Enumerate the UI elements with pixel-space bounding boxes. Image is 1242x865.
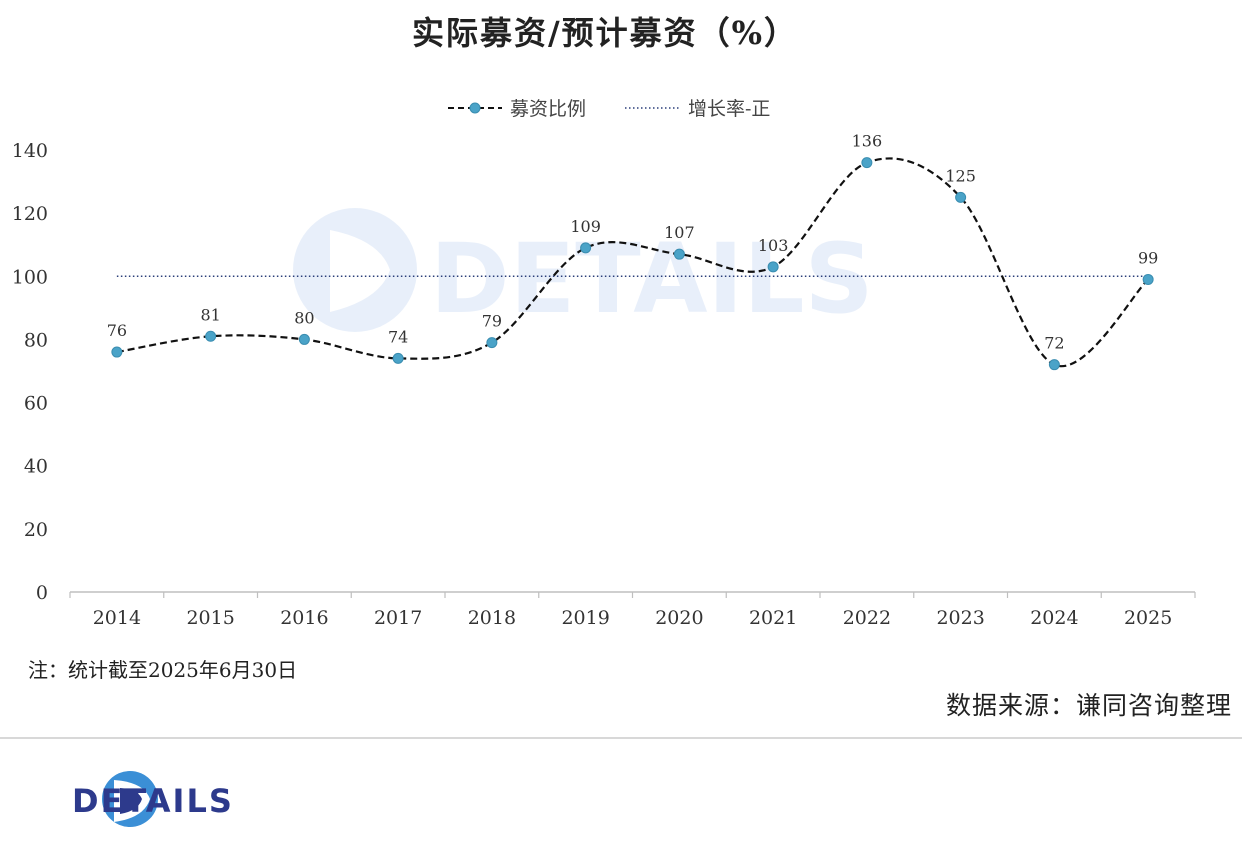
chart-title: 实际募资/预计募资（%）	[411, 14, 799, 52]
x-tick-label: 2019	[561, 607, 609, 629]
marker-layer	[111, 157, 1154, 371]
y-tick-label: 0	[36, 582, 48, 604]
divider	[0, 737, 1242, 739]
data-label: 74	[388, 327, 408, 346]
data-label: 107	[664, 223, 695, 242]
data-label: 80	[294, 308, 314, 327]
logo-text: DETAILS	[72, 782, 234, 820]
x-tick-label: 2014	[93, 607, 141, 629]
footnote: 注：统计截至2025年6月30日	[28, 658, 298, 682]
data-point	[767, 261, 779, 273]
x-tick-label: 2017	[374, 607, 422, 629]
data-label: 76	[107, 321, 127, 340]
legend-series-marker	[469, 102, 481, 114]
data-point	[580, 242, 592, 254]
y-tick-label: 60	[24, 393, 48, 415]
x-axis: 2014 2015 2016 2017 2018 2019 2020 2021 2022 2023…	[69, 591, 1196, 629]
legend-series-label: 募资比例	[510, 98, 586, 120]
data-label: 103	[758, 236, 789, 255]
legend-reference-label: 增长率-正	[688, 98, 770, 120]
data-label: 81	[200, 305, 220, 324]
y-tick-label: 40	[24, 456, 48, 478]
data-label: 99	[1138, 248, 1158, 267]
data-point	[298, 333, 310, 345]
data-point	[486, 337, 498, 349]
x-tick-label: 2023	[936, 607, 984, 629]
y-tick-label: 100	[12, 266, 48, 288]
data-point	[673, 248, 685, 260]
data-label: 109	[570, 217, 601, 236]
y-tick-label: 140	[12, 140, 48, 162]
y-tick-label: 20	[24, 519, 48, 541]
x-tick-label: 2025	[1124, 607, 1172, 629]
line-chart: DETAILS 募资比例 增长率-正 0 20 40 60 80 100 120 140 20…	[12, 98, 1196, 629]
x-tick-label: 2022	[843, 607, 891, 629]
watermark-text: DETAILS	[430, 223, 874, 335]
data-label: 125	[945, 166, 976, 185]
watermark: DETAILS	[293, 208, 874, 335]
data-point	[1048, 359, 1060, 371]
x-tick-label: 2021	[749, 607, 797, 629]
legend: 募资比例 增长率-正	[448, 98, 770, 120]
x-tick-label: 2024	[1030, 607, 1078, 629]
data-point	[111, 346, 123, 358]
data-label: 136	[852, 132, 883, 151]
x-tick-label: 2016	[280, 607, 328, 629]
y-tick-label: 120	[12, 203, 48, 225]
data-point	[205, 330, 217, 342]
x-tick-label: 2018	[468, 607, 516, 629]
details-logo-icon	[102, 771, 158, 827]
data-point	[861, 157, 873, 169]
x-tick-label: 2020	[655, 607, 703, 629]
y-tick-label: 80	[24, 329, 48, 351]
source-note: 数据来源：谦同咨询整理	[945, 691, 1232, 720]
y-axis: 0 20 40 60 80 100 120 140	[12, 140, 48, 604]
data-point	[392, 352, 404, 364]
data-point	[1142, 273, 1154, 285]
data-point	[955, 191, 967, 203]
data-label-layer: 76 81 80 74 79 109 107 103 136 125 72 99	[107, 132, 1159, 353]
data-label: 72	[1044, 334, 1064, 353]
data-label: 79	[482, 312, 502, 331]
x-tick-label: 2015	[186, 607, 234, 629]
